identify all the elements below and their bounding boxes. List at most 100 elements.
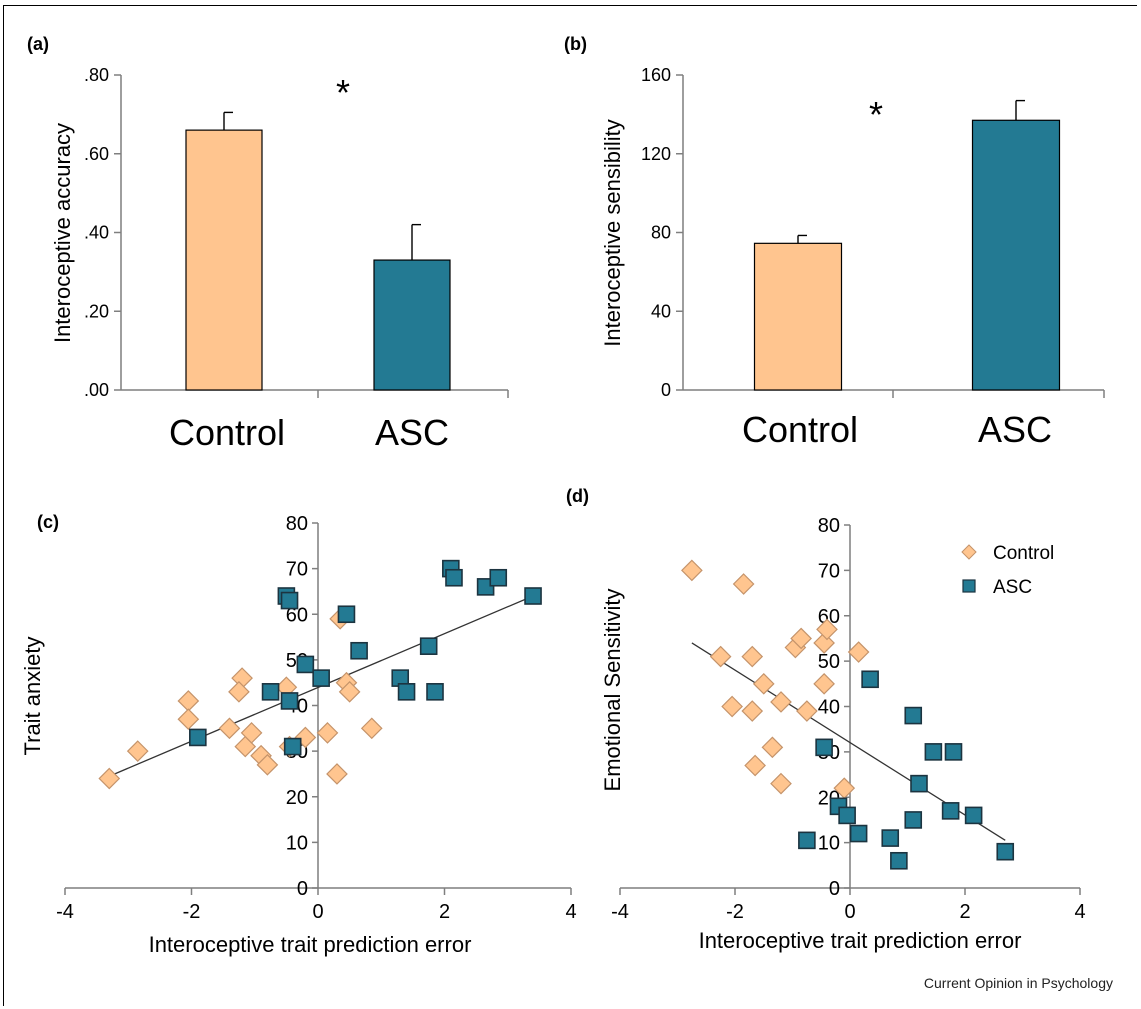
- x-tick-label: -4: [56, 901, 74, 923]
- point-control: [732, 573, 755, 595]
- y-tick-label: 60: [286, 604, 308, 626]
- panel-c-x-axis-label: Interoceptive trait prediction error: [149, 932, 472, 957]
- point-control: [770, 691, 792, 713]
- point-asc: [280, 591, 299, 610]
- legend-swatch-asc: [962, 579, 976, 593]
- panel-b-label: (b): [564, 34, 587, 54]
- panel-d-scatter-chart: (d) Emotional Sensitivity Interoceptive …: [566, 486, 1086, 953]
- point-control: [126, 740, 149, 762]
- point-asc: [944, 743, 963, 761]
- panel-d-legend: Control ASC: [961, 543, 1054, 598]
- panel-b-significance-asterisk: *: [869, 94, 883, 135]
- point-asc: [815, 738, 833, 757]
- point-control: [240, 722, 263, 744]
- point-control: [256, 753, 279, 776]
- point-control: [813, 672, 835, 695]
- y-tick-label: .60: [84, 144, 109, 164]
- x-tick-label: 2: [959, 901, 970, 923]
- point-asc: [445, 568, 463, 587]
- point-asc: [524, 587, 542, 605]
- point-asc: [964, 806, 983, 825]
- point-control: [721, 695, 743, 718]
- panel-a-label: (a): [27, 34, 49, 54]
- y-tick-label: 80: [286, 513, 308, 535]
- x-tick-label: 4: [565, 901, 576, 923]
- point-control: [228, 680, 250, 703]
- y-tick-label: 120: [641, 144, 671, 164]
- x-tick-label: -2: [183, 901, 201, 923]
- point-control: [218, 717, 241, 740]
- journal-footer: Current Opinion in Psychology: [923, 975, 1113, 991]
- x-tick-label: 0: [844, 901, 855, 923]
- point-asc: [280, 692, 299, 710]
- panel-a-bar-chart: (a) Interoceptive accuracy * Control ASC…: [27, 34, 509, 453]
- point-asc: [419, 637, 438, 655]
- y-tick-label: .20: [84, 301, 109, 321]
- panel-d-x-axis-label: Interoceptive trait prediction error: [699, 928, 1022, 953]
- point-asc: [924, 743, 943, 761]
- x-tick-label: 4: [1074, 901, 1085, 923]
- y-tick-label: 20: [286, 787, 308, 809]
- point-asc: [996, 842, 1015, 861]
- point-control: [761, 736, 784, 759]
- point-control: [741, 645, 764, 668]
- point-control: [360, 717, 383, 740]
- point-control: [770, 772, 792, 795]
- bar-control: [185, 129, 263, 391]
- point-asc: [861, 670, 879, 689]
- point-control: [681, 559, 703, 582]
- bar-control: [753, 242, 843, 391]
- point-asc: [397, 683, 416, 701]
- y-tick-label: 10: [286, 832, 308, 854]
- y-tick-label: 0: [297, 878, 308, 900]
- legend-swatch-control: [961, 544, 977, 560]
- point-asc: [261, 683, 280, 701]
- panel-a-significance-asterisk: *: [336, 72, 350, 113]
- y-tick-label: 80: [651, 223, 671, 243]
- point-control: [847, 641, 870, 663]
- point-asc: [426, 683, 444, 701]
- x-tick-label: -4: [611, 901, 629, 923]
- panel-c-scatter-chart: (c) Trait anxiety Interoceptive trait pr…: [20, 512, 577, 957]
- panel-a-y-axis-label: Interoceptive accuracy: [50, 123, 75, 343]
- point-control: [338, 680, 361, 703]
- point-asc: [941, 802, 960, 820]
- panel-d-y-axis-label: Emotional Sensitivity: [600, 589, 625, 792]
- panel-a-category-control: Control: [169, 412, 285, 453]
- point-asc: [890, 851, 908, 870]
- y-tick-label: .80: [84, 65, 109, 85]
- y-tick-label: 40: [651, 301, 671, 321]
- x-tick-label: 0: [312, 901, 323, 923]
- point-asc: [350, 641, 368, 660]
- point-asc: [910, 774, 928, 793]
- bar-asc: [971, 119, 1061, 391]
- point-asc: [849, 824, 868, 843]
- point-control: [177, 690, 200, 712]
- y-tick-label: 80: [818, 515, 840, 537]
- panel-d-label: (d): [566, 486, 589, 506]
- panel-c-label: (c): [37, 512, 59, 532]
- point-asc: [489, 568, 508, 587]
- point-control: [744, 754, 766, 777]
- point-asc: [296, 655, 315, 674]
- point-control: [709, 645, 732, 668]
- point-control: [326, 763, 348, 785]
- point-control: [752, 672, 775, 695]
- point-control: [816, 618, 838, 641]
- point-asc: [838, 806, 856, 825]
- y-tick-label: .40: [84, 223, 109, 243]
- point-asc: [904, 811, 923, 829]
- panel-b-category-asc: ASC: [978, 409, 1052, 450]
- panel-a-category-asc: ASC: [375, 412, 449, 453]
- point-control: [796, 700, 818, 722]
- y-tick-label: 0: [661, 380, 671, 400]
- point-asc: [904, 706, 923, 725]
- panel-b-y-axis-label: Interoceptive sensibility: [600, 119, 625, 346]
- point-control: [177, 708, 200, 731]
- panel-c-y-axis-label: Trait anxiety: [20, 636, 45, 755]
- point-control: [316, 722, 339, 744]
- point-control: [790, 627, 812, 650]
- y-tick-label: 10: [818, 833, 840, 855]
- y-tick-label: 0: [829, 878, 840, 900]
